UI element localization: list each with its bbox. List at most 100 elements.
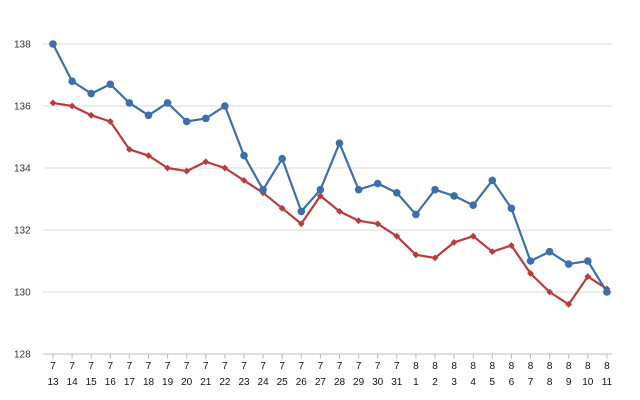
data-point: [564, 260, 573, 268]
x-tick-label-day: 5: [490, 377, 496, 388]
data-point: [526, 257, 535, 265]
x-tick-label-month: 7: [146, 361, 152, 372]
data-point: [393, 189, 401, 197]
data-point: [87, 111, 95, 119]
x-tick-label-day: 8: [547, 377, 553, 388]
x-tick-label-month: 7: [203, 361, 209, 372]
x-tick-label-day: 24: [258, 377, 270, 388]
x-tick-label-month: 7: [279, 361, 285, 372]
data-point: [316, 185, 325, 194]
x-tick-label-month: 7: [299, 361, 305, 372]
data-point: [278, 204, 286, 212]
x-tick-label-day: 17: [124, 377, 136, 388]
data-point: [527, 270, 534, 277]
data-point: [488, 176, 497, 185]
data-point: [355, 217, 362, 225]
x-tick-label-month: 7: [241, 361, 247, 372]
x-tick-label-month: 7: [108, 361, 114, 372]
x-tick-label-month: 8: [604, 361, 610, 372]
data-point: [202, 158, 210, 166]
x-tick-label-day: 30: [372, 377, 384, 388]
x-tick-label-day: 25: [277, 377, 289, 388]
data-point: [164, 164, 171, 172]
x-tick-label-month: 7: [337, 361, 343, 372]
data-point: [163, 99, 172, 107]
data-point: [488, 248, 496, 256]
x-tick-label-day: 13: [47, 377, 59, 388]
data-point: [546, 288, 553, 296]
x-tick-label-month: 8: [490, 361, 496, 372]
x-tick-label-month: 7: [184, 361, 190, 372]
x-tick-label-month: 7: [69, 361, 75, 372]
series-1: [49, 40, 611, 296]
series-line: [52, 101, 608, 306]
x-tick-label-day: 28: [334, 377, 346, 388]
series-group: [49, 40, 611, 308]
x-tick-label-month: 8: [413, 361, 419, 372]
y-tick-label: 138: [14, 40, 31, 51]
data-point: [145, 152, 152, 159]
x-tick-label-month: 8: [509, 361, 515, 372]
y-tick-label: 128: [14, 350, 31, 361]
x-tick-label-month: 8: [432, 361, 438, 372]
data-point: [297, 207, 306, 216]
data-point: [68, 102, 76, 110]
data-point: [584, 273, 592, 280]
x-tick-label-day: 10: [582, 377, 594, 388]
x-tick-label-day: 11: [602, 377, 613, 388]
x-tick-label-month: 7: [50, 361, 56, 372]
x-tick-label-month: 8: [528, 361, 534, 372]
data-point: [374, 220, 382, 228]
data-point: [183, 167, 191, 175]
data-point: [469, 201, 478, 209]
x-tick-label-month: 7: [165, 361, 171, 372]
data-point: [584, 257, 592, 265]
data-point: [354, 185, 363, 194]
data-point: [393, 232, 401, 240]
data-point: [125, 99, 134, 107]
data-point: [412, 251, 420, 259]
x-tick-label-day: 18: [143, 377, 155, 388]
x-tick-label-day: 16: [105, 377, 117, 388]
data-point: [373, 179, 382, 188]
x-tick-label-month: 7: [127, 361, 133, 372]
data-point: [469, 232, 477, 240]
data-point: [335, 139, 344, 147]
data-point: [317, 192, 324, 200]
data-point: [431, 254, 439, 262]
x-axis: 7137147157167177187197207217227237247257…: [43, 353, 613, 388]
x-tick-label-month: 8: [547, 361, 553, 372]
x-tick-label-day: 7: [528, 377, 534, 388]
data-point: [508, 242, 515, 249]
data-point: [450, 239, 458, 246]
x-tick-label-day: 31: [391, 377, 403, 388]
data-point: [49, 40, 57, 48]
x-tick-label-day: 9: [566, 377, 572, 388]
x-tick-label-month: 7: [318, 361, 324, 372]
data-point: [412, 210, 420, 219]
data-point: [259, 185, 267, 194]
x-tick-label-day: 4: [470, 377, 476, 388]
x-tick-label-day: 6: [509, 377, 515, 388]
x-tick-label-month: 8: [451, 361, 457, 372]
x-tick-label-month: 8: [585, 361, 591, 372]
data-point: [507, 204, 516, 213]
x-tick-label-day: 27: [315, 377, 327, 388]
y-tick-label: 136: [14, 102, 31, 113]
data-point: [336, 208, 343, 215]
x-tick-label-day: 3: [451, 377, 457, 388]
y-tick-label: 134: [14, 164, 31, 175]
y-axis: 128 130 132 134 136 138: [14, 40, 31, 361]
data-point: [182, 117, 191, 126]
data-point: [221, 164, 229, 172]
x-tick-label-month: 8: [470, 361, 476, 372]
x-tick-label-day: 29: [353, 377, 365, 388]
data-point: [450, 192, 458, 200]
data-point: [68, 77, 76, 85]
x-tick-label-day: 15: [86, 377, 98, 388]
x-tick-label-month: 7: [222, 361, 228, 372]
data-point: [144, 111, 153, 120]
data-point: [431, 185, 439, 194]
